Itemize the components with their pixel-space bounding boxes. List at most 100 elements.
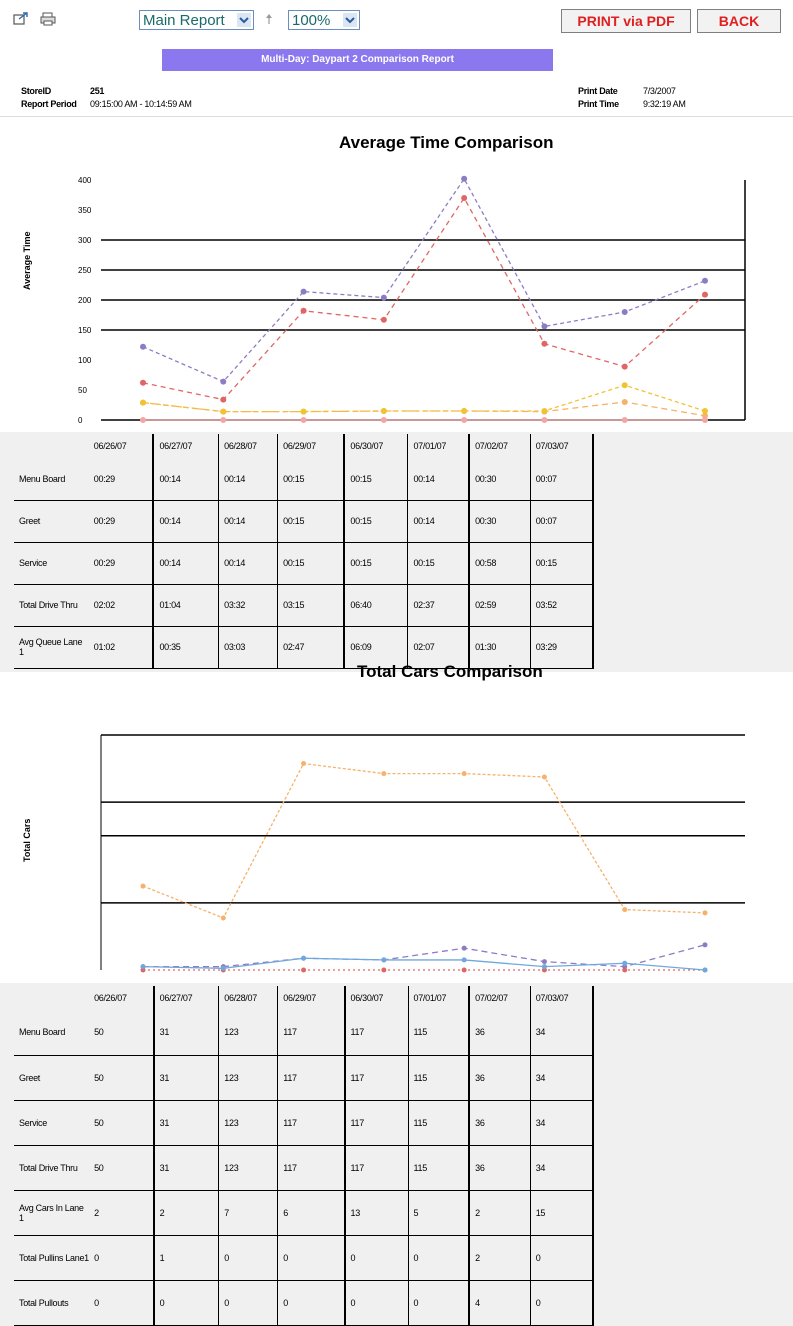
row-label: Total Drive Thru [14, 1145, 89, 1190]
export-icon[interactable] [13, 12, 29, 26]
print-pdf-button[interactable]: PRINT via PDF [561, 9, 691, 33]
table-cell: 31 [154, 1010, 219, 1055]
y-tick-label: 300 [78, 236, 92, 245]
data-point [381, 968, 386, 973]
table-cell: 50 [89, 1145, 154, 1190]
data-point [381, 417, 387, 423]
data-point [301, 417, 307, 423]
data-point [622, 961, 627, 966]
table-cell: 03:52 [530, 584, 593, 626]
table-cell: 31 [154, 1145, 219, 1190]
series-line [143, 198, 705, 400]
data-point [542, 774, 547, 779]
table-cell: 50 [89, 1100, 154, 1145]
data-point [541, 417, 547, 423]
table-cell: 01:02 [89, 626, 154, 668]
toolbar: Main Report 100% PRINT via PDF BACK [0, 0, 793, 44]
row-label: Greet [14, 1055, 89, 1100]
table-cell: 50 [89, 1055, 154, 1100]
data-point [703, 968, 708, 973]
data-point [622, 364, 628, 370]
column-header: 06/28/07 [219, 986, 278, 1010]
data-point [703, 942, 708, 947]
table-row: Total Drive Thru 02:02 01:04 03:32 03:15 06:4… [14, 584, 593, 626]
data-point [461, 417, 467, 423]
table-row: Menu Board 00:29 00:14 00:14 00:15 00:15 00:14… [14, 458, 593, 500]
table-cell: 0 [89, 1280, 154, 1325]
table-cell: 00:30 [469, 458, 530, 500]
table-row: Greet 50 31 123 117 117 115 36 34 [14, 1055, 593, 1100]
table-cell: 00:15 [530, 542, 593, 584]
row-label: Menu Board [14, 458, 89, 500]
data-point [541, 323, 547, 329]
row-label: Service [14, 542, 89, 584]
table-row: Service 50 31 123 117 117 115 36 34 [14, 1100, 593, 1145]
store-label: StoreID [21, 86, 51, 96]
table-cell: 02:47 [278, 626, 345, 668]
table-cell: 00:35 [153, 626, 218, 668]
table-cell: 117 [278, 1010, 345, 1055]
zoom-select[interactable]: 100% [288, 10, 360, 30]
y-tick-label: 350 [78, 206, 92, 215]
table-row: Total Drive Thru 50 31 123 117 117 115 36 34 [14, 1145, 593, 1190]
data-point [622, 417, 628, 423]
column-header: 06/30/07 [345, 986, 409, 1010]
column-header: 06/28/07 [219, 434, 278, 458]
data-point [542, 959, 547, 964]
table-cell: 117 [345, 1055, 409, 1100]
average-time-chart: 0 50 100 150 200 250 300 350 400 [0, 160, 793, 440]
table-cell: 1 [154, 1235, 219, 1280]
table-cell: 0 [530, 1280, 593, 1325]
header-spacer [14, 434, 89, 458]
refresh-icon[interactable] [263, 12, 275, 26]
table-row: Greet 00:29 00:14 00:14 00:15 00:15 00:14 00:30… [14, 500, 593, 542]
data-point [702, 292, 708, 298]
table-cell: 36 [469, 1145, 530, 1190]
table-cell: 123 [219, 1055, 278, 1100]
table-cell: 2 [469, 1190, 530, 1235]
table-cell: 0 [530, 1235, 593, 1280]
table-cell: 02:02 [89, 584, 154, 626]
table-cell: 15 [530, 1190, 593, 1235]
data-point [462, 957, 467, 962]
table-cell: 115 [408, 1010, 469, 1055]
table-cell: 0 [219, 1280, 278, 1325]
table-row: Service 00:29 00:14 00:14 00:15 00:15 00:15 00:… [14, 542, 593, 584]
table-cell: 2 [154, 1190, 219, 1235]
report-select[interactable]: Main Report [139, 10, 254, 30]
table-cell: 123 [219, 1010, 278, 1055]
table-cell: 0 [89, 1235, 154, 1280]
row-label: Service [14, 1100, 89, 1145]
table-cell: 36 [469, 1055, 530, 1100]
data-point [301, 968, 306, 973]
total-cars-table: 06/26/07 06/27/07 06/28/07 06/29/07 06/30/07… [14, 986, 594, 1326]
back-button[interactable]: BACK [697, 9, 781, 33]
table-cell: 117 [345, 1010, 409, 1055]
data-point [462, 771, 467, 776]
table-cell: 00:29 [89, 458, 154, 500]
header-divider [0, 116, 793, 117]
data-point [220, 379, 226, 385]
data-point [381, 771, 386, 776]
table-cell: 00:58 [469, 542, 530, 584]
table-cell: 00:15 [344, 542, 408, 584]
row-label: Avg Queue Lane 1 [14, 626, 89, 668]
column-header: 06/27/07 [153, 434, 218, 458]
table-header-row: 06/26/07 06/27/07 06/28/07 06/29/07 06/30/07… [14, 434, 593, 458]
table-cell: 00:14 [219, 542, 278, 584]
table-cell: 0 [154, 1280, 219, 1325]
data-point [462, 946, 467, 951]
average-time-table: 06/26/07 06/27/07 06/28/07 06/29/07 06/30/07… [14, 434, 594, 669]
period-label: Report Period [21, 99, 77, 109]
printer-icon[interactable] [40, 12, 56, 26]
column-header: 06/29/07 [278, 434, 345, 458]
column-header: 07/02/07 [469, 986, 530, 1010]
row-label: Greet [14, 500, 89, 542]
data-point [140, 417, 146, 423]
data-point [702, 408, 708, 414]
data-point [301, 761, 306, 766]
table-cell: 00:14 [408, 458, 469, 500]
data-point [462, 968, 467, 973]
table-cell: 13 [345, 1190, 409, 1235]
row-label: Avg Cars In Lane 1 [14, 1190, 89, 1235]
